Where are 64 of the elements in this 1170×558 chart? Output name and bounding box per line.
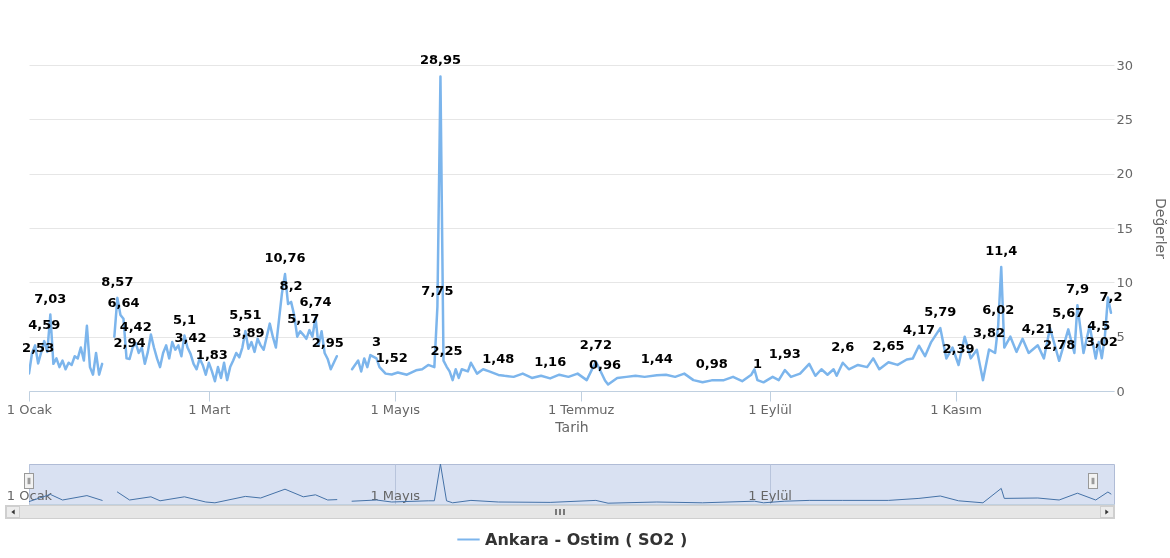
- y-tick-label: 15: [1116, 220, 1134, 236]
- y-tick-label: 10: [1116, 274, 1134, 290]
- x-tick-label: 1 Ocak: [6, 401, 53, 417]
- data-label: 4,59: [28, 317, 61, 333]
- data-label: 4,5: [1087, 318, 1111, 334]
- data-label: 3,02: [1085, 334, 1118, 350]
- x-tick-label: 1 Mayıs: [370, 401, 421, 417]
- data-label: 7,75: [421, 282, 454, 298]
- data-label: 3: [371, 334, 381, 350]
- data-label: 3,82: [973, 325, 1006, 341]
- data-label: 4,17: [902, 321, 935, 337]
- data-label: 11,4: [985, 243, 1018, 259]
- data-label: 6,02: [982, 301, 1015, 317]
- data-label: 1: [752, 356, 762, 372]
- data-label: 1,52: [375, 350, 408, 366]
- x-tick-label: 1 Kasım: [930, 401, 982, 417]
- data-label: 0,96: [588, 356, 622, 372]
- x-tick-label: 1 Mart: [188, 401, 231, 417]
- data-label: 5,1: [172, 311, 196, 327]
- data-label: 7,03: [34, 290, 67, 306]
- y-tick-label: 0: [1116, 383, 1125, 399]
- y-tick-label: 30: [1116, 57, 1134, 73]
- x-tick-label: 1 Eylül: [748, 401, 792, 417]
- data-label: 2,95: [311, 334, 344, 350]
- data-label: 6,74: [299, 293, 332, 309]
- y-tick-label: 25: [1116, 111, 1134, 127]
- data-label: 8,57: [101, 273, 134, 289]
- data-label: 7,9: [1065, 281, 1089, 297]
- data-label: 3,42: [174, 329, 207, 345]
- data-label: 7,2: [1099, 288, 1123, 304]
- data-label: 2,39: [942, 341, 975, 357]
- data-label: 1,93: [768, 346, 801, 362]
- data-label: 2,78: [1043, 336, 1076, 352]
- data-label: 4,21: [1021, 321, 1054, 337]
- data-label: 2,94: [113, 335, 146, 351]
- y-axis-title: Değerler: [1153, 198, 1170, 260]
- data-label: 1,44: [640, 351, 673, 367]
- y-tick-label: 20: [1116, 166, 1134, 182]
- x-axis-title: Tarih: [554, 418, 589, 435]
- data-label: 5,67: [1052, 305, 1085, 321]
- y-tick-label: 5: [1116, 329, 1125, 345]
- x-tick-label: 1 Ocak: [6, 487, 53, 503]
- x-tick-label: 1 Mayıs: [370, 487, 421, 503]
- data-label: 4,42: [119, 318, 152, 334]
- data-label: 1,48: [482, 350, 515, 366]
- data-label: 5,79: [924, 304, 957, 320]
- legend-label: Ankara - Ostim ( SO2 ): [485, 529, 688, 549]
- data-label: 2,25: [430, 342, 463, 358]
- x-tick-label: 1 Eylül: [748, 487, 792, 503]
- data-label: 1,16: [534, 354, 567, 370]
- data-label: 3,89: [232, 324, 265, 340]
- data-label: 6,64: [107, 294, 140, 310]
- data-label: 2,72: [579, 337, 612, 353]
- data-label: 10,76: [264, 250, 306, 266]
- data-label: 28,95: [419, 52, 462, 68]
- data-label: 2,53: [22, 339, 55, 355]
- data-label: 1,83: [195, 347, 228, 363]
- data-label: 8,2: [279, 277, 303, 293]
- data-label: 5,17: [287, 310, 320, 326]
- data-label: 5,51: [229, 307, 262, 323]
- x-tick-label: 1 Temmuz: [547, 401, 615, 417]
- data-label: 2,65: [872, 338, 905, 354]
- data-label: 2,6: [831, 338, 855, 354]
- data-label: 0,98: [695, 356, 728, 372]
